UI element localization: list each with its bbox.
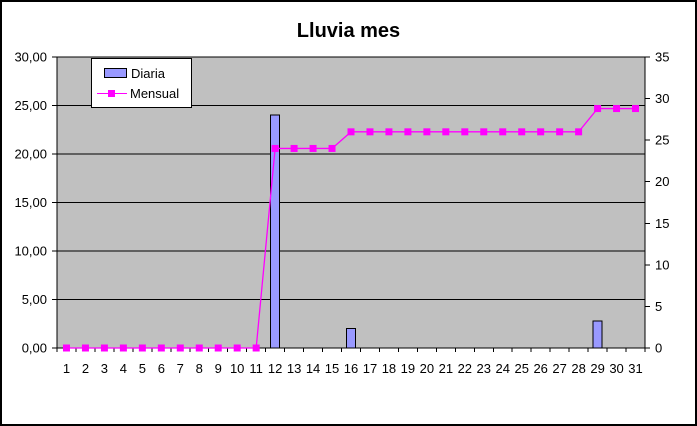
marker-mensual-day3: [100, 344, 108, 352]
marker-mensual-day15: [328, 144, 336, 152]
x-axis-tick-label: 3: [101, 361, 108, 376]
right-axis-tick-label: 25: [655, 133, 669, 148]
x-axis-tick-label: 7: [177, 361, 184, 376]
x-axis-tick-label: 17: [363, 361, 377, 376]
left-axis-tick-label: 10,00: [14, 244, 47, 259]
marker-mensual-day22: [461, 128, 469, 136]
right-axis-tick-label: 20: [655, 174, 669, 189]
bar-swatch-icon: [104, 68, 127, 78]
x-axis-tick-label: 26: [533, 361, 547, 376]
marker-mensual-day2: [81, 344, 89, 352]
right-axis-tick-label: 10: [655, 257, 669, 272]
right-axis-tick-label: 15: [655, 216, 669, 231]
marker-mensual-day21: [442, 128, 450, 136]
x-axis-tick-label: 18: [382, 361, 396, 376]
legend-label-mensual: Mensual: [130, 85, 180, 101]
marker-mensual-day10: [233, 344, 241, 352]
left-axis-tick-label: 30,00: [14, 50, 47, 65]
x-axis-tick-label: 27: [552, 361, 566, 376]
marker-mensual-day23: [480, 128, 488, 136]
x-axis-tick-label: 21: [439, 361, 453, 376]
marker-mensual-day18: [385, 128, 393, 136]
left-axis-tick-label: 20,00: [14, 147, 47, 162]
x-axis-tick-label: 16: [344, 361, 358, 376]
x-axis-tick-label: 24: [496, 361, 510, 376]
x-axis-tick-label: 9: [215, 361, 222, 376]
x-axis-tick-label: 20: [420, 361, 434, 376]
marker-mensual-day9: [214, 344, 222, 352]
x-axis-tick-label: 6: [158, 361, 165, 376]
marker-mensual-day7: [176, 344, 184, 352]
marker-mensual-day4: [119, 344, 127, 352]
marker-mensual-day26: [537, 128, 545, 136]
x-axis-tick-label: 13: [287, 361, 301, 376]
marker-mensual-day24: [499, 128, 507, 136]
right-axis-tick-label: 35: [655, 50, 669, 65]
x-axis-tick-label: 5: [139, 361, 146, 376]
marker-mensual-day14: [309, 144, 317, 152]
left-axis-tick-label: 5,00: [22, 292, 47, 307]
marker-mensual-day11: [252, 344, 260, 352]
marker-mensual-day19: [404, 128, 412, 136]
x-axis-tick-label: 19: [401, 361, 415, 376]
bar-diaria-day12: [270, 114, 281, 349]
x-axis-tick-label: 12: [268, 361, 282, 376]
line-marker-swatch-icon: [97, 89, 127, 97]
marker-mensual-day8: [195, 344, 203, 352]
marker-mensual-day17: [366, 128, 374, 136]
bar-diaria-day29: [592, 320, 603, 349]
marker-mensual-day29: [594, 105, 602, 113]
x-axis-tick-label: 8: [196, 361, 203, 376]
bar-diaria-day16: [346, 328, 356, 349]
left-axis-tick-label: 25,00: [14, 98, 47, 113]
marker-mensual-day20: [423, 128, 431, 136]
left-axis-tick-label: 0,00: [22, 341, 47, 356]
marker-mensual-day13: [290, 144, 298, 152]
x-axis-tick-label: 14: [306, 361, 320, 376]
legend-label-diaria: Diaria: [131, 65, 165, 81]
left-axis-tick-label: 15,00: [14, 195, 47, 210]
right-axis-tick-label: 5: [655, 299, 662, 314]
x-axis-tick-label: 28: [571, 361, 585, 376]
marker-mensual-day1: [62, 344, 70, 352]
legend: Diaria Mensual: [91, 58, 192, 108]
marker-mensual-day16: [347, 128, 355, 136]
chart-title: Lluvia mes: [296, 20, 401, 42]
x-axis-tick-label: 11: [249, 361, 263, 376]
right-axis-tick-label: 30: [655, 91, 669, 106]
x-axis-tick-label: 10: [230, 361, 244, 376]
marker-mensual-day30: [613, 105, 621, 113]
legend-item-mensual: Mensual: [92, 83, 191, 103]
marker-mensual-day25: [518, 128, 526, 136]
x-axis-tick-label: 4: [120, 361, 127, 376]
right-axis-tick-label: 0: [655, 341, 662, 356]
x-axis-tick-label: 29: [590, 361, 604, 376]
x-axis-tick-label: 22: [458, 361, 472, 376]
marker-mensual-day28: [575, 128, 583, 136]
marker-mensual-day12: [271, 144, 279, 152]
x-axis-tick-label: 25: [514, 361, 528, 376]
x-axis-tick-label: 1: [63, 361, 70, 376]
marker-mensual-day6: [157, 344, 165, 352]
x-axis-tick-label: 15: [325, 361, 339, 376]
marker-mensual-day31: [632, 105, 640, 113]
x-axis-tick-label: 30: [609, 361, 623, 376]
x-axis-tick-label: 23: [477, 361, 491, 376]
marker-mensual-day5: [138, 344, 146, 352]
marker-mensual-day27: [556, 128, 564, 136]
x-axis-tick-label: 31: [628, 361, 642, 376]
x-axis-tick-label: 2: [82, 361, 89, 376]
legend-item-diaria: Diaria: [92, 63, 191, 83]
